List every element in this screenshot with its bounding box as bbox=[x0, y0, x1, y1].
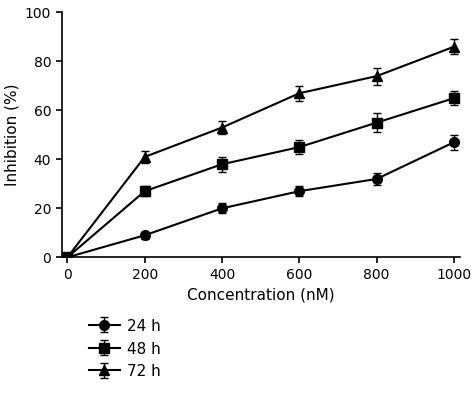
Legend: 24 h, 48 h, 72 h: 24 h, 48 h, 72 h bbox=[89, 319, 161, 379]
X-axis label: Concentration (nM): Concentration (nM) bbox=[187, 287, 335, 302]
Y-axis label: Inhibition (%): Inhibition (%) bbox=[4, 84, 19, 186]
